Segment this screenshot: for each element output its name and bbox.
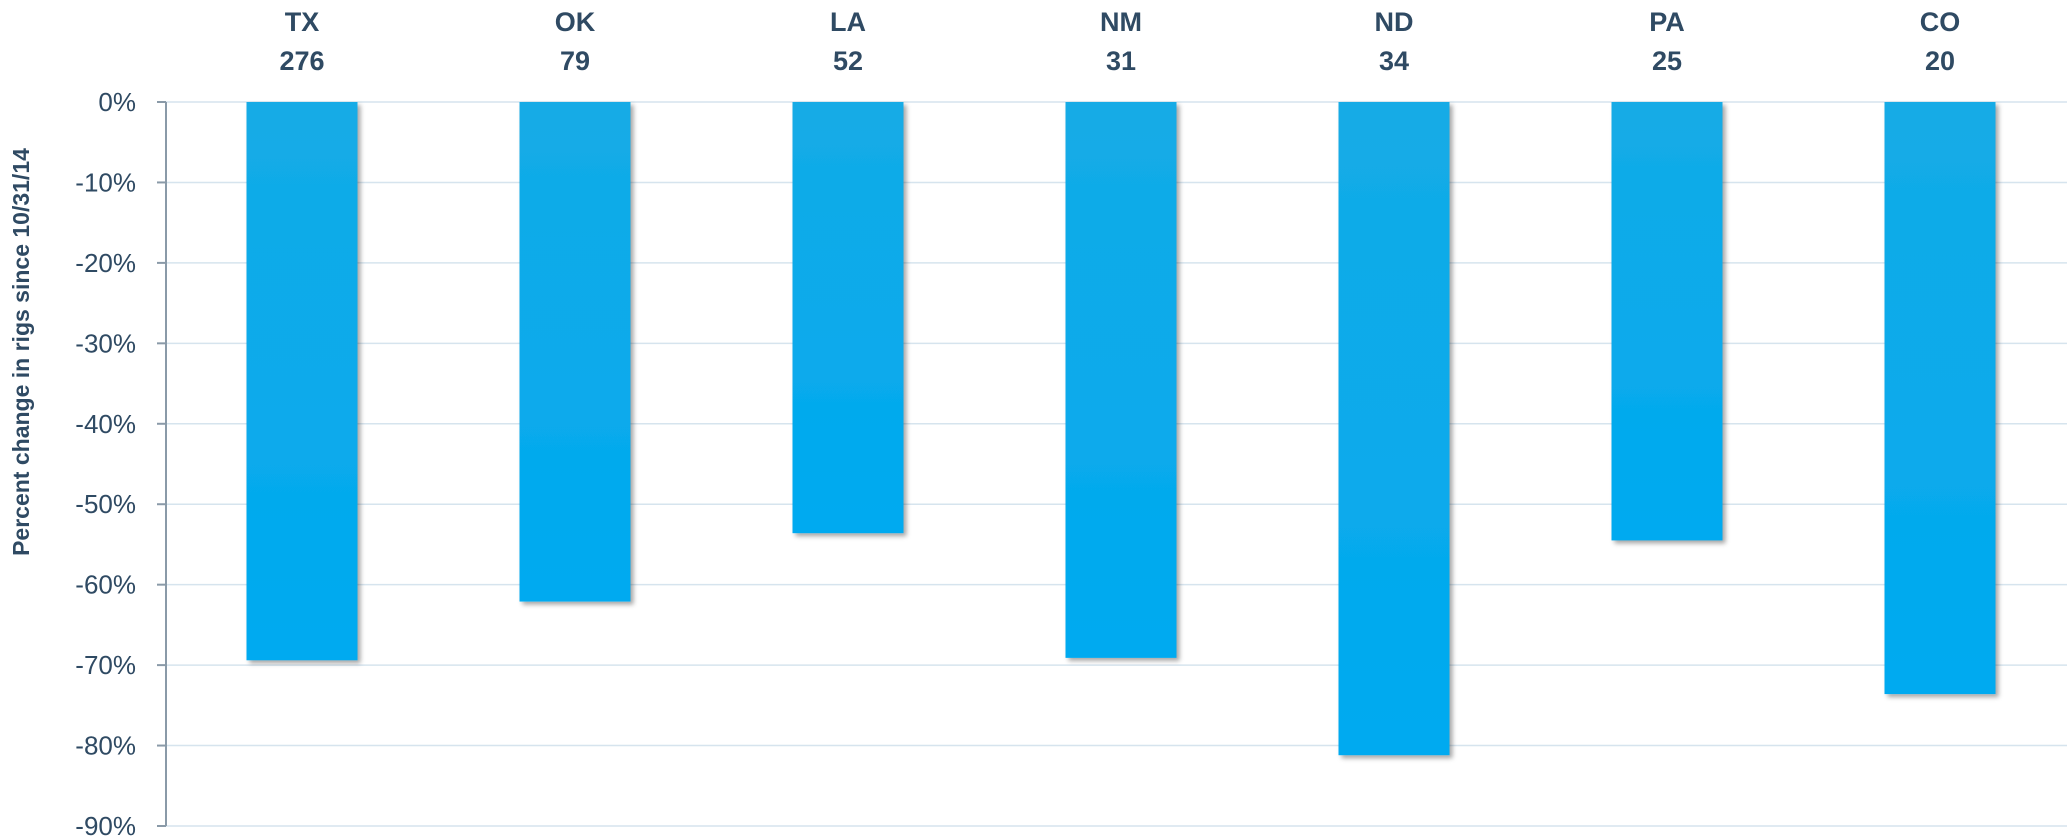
y-tick-label: -20% [75,248,136,278]
rig-count-label-la: 52 [833,46,863,76]
rig-count-label-co: 20 [1925,46,1955,76]
category-label-la: LA [830,7,866,37]
rig-count-label-nm: 31 [1106,46,1136,76]
rig-count-label-nd: 34 [1379,46,1409,76]
y-tick-label: -60% [75,570,136,600]
category-label-nd: ND [1375,7,1414,37]
y-tick-label: -90% [75,811,136,838]
y-axis-label: Percent change in rigs since 10/31/14 [8,148,34,556]
bar-co [1884,102,1996,695]
bar-nd [1338,102,1450,756]
y-tick-label: -40% [75,409,136,439]
y-tick-label: -30% [75,328,136,358]
y-axis-tick-labels: 0% -10% -20% -30% -40% -50% -60% -70% -80% -90% [75,87,136,838]
category-label-ok: OK [555,7,596,37]
y-tick-label: -80% [75,731,136,761]
bar-nm [1065,102,1177,658]
y-tick-label: -50% [75,489,136,519]
y-axis [157,101,167,827]
rig-count-label-ok: 79 [560,46,590,76]
category-label-co: CO [1920,7,1961,37]
bar-pa [1611,102,1723,541]
rig-count-label-tx: 276 [279,46,324,76]
y-tick-label: 0% [98,87,136,117]
rig-count-label-pa: 25 [1652,46,1682,76]
category-labels: TX 276 OK 79 LA 52 NM 31 ND 34 PA 25 CO 20 [279,7,1960,76]
category-label-pa: PA [1649,7,1685,37]
bar-la [792,102,904,534]
y-tick-label: -70% [75,650,136,680]
y-tick-label: -10% [75,167,136,197]
category-label-tx: TX [285,7,320,37]
bar-tx [246,102,358,661]
category-label-nm: NM [1100,7,1142,37]
bar-ok [519,102,631,602]
bars [246,102,1996,756]
